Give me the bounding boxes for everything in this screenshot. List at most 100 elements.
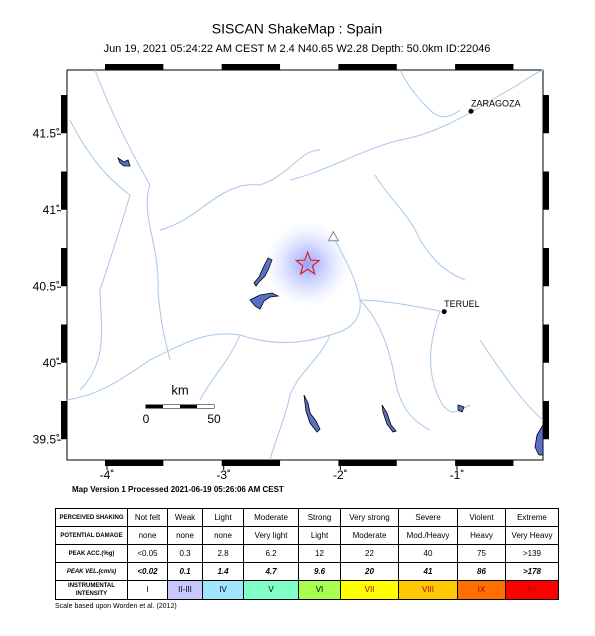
legend-cell: 20	[340, 562, 399, 581]
legend-cell: 75	[457, 544, 506, 563]
legend-cell: II-III	[167, 580, 203, 600]
legend-cell: Mod./Heavy	[398, 526, 458, 545]
scale-label: 50	[207, 412, 221, 426]
x-tick-label: -2˚	[333, 468, 348, 482]
frame-bars	[61, 64, 549, 466]
legend-cell: X+	[505, 580, 559, 600]
city-label: TERUEL	[444, 299, 480, 309]
river	[479, 339, 544, 421]
legend-row-header: POTENTIAL DAMAGE	[55, 526, 128, 545]
city	[468, 108, 474, 114]
legend-cell: 4.7	[243, 562, 299, 581]
legend-cell: none	[127, 526, 168, 545]
y-tick-label: 40.5˚	[33, 279, 60, 293]
station	[327, 230, 340, 242]
lake	[534, 423, 544, 456]
shaking-glow	[265, 222, 350, 307]
river	[399, 69, 461, 118]
lake	[303, 394, 321, 433]
map-version: Map Version 1 Processed 2021-06-19 05:26…	[72, 485, 284, 494]
river	[199, 334, 241, 401]
legend-cell: I	[127, 580, 168, 600]
legend-cell: 0.1	[167, 562, 203, 581]
legend-cell: >178	[505, 562, 559, 581]
legend-cell: VII	[340, 580, 399, 600]
y-tick-label: 41˚	[43, 203, 60, 217]
legend-cell: Strong	[298, 508, 341, 527]
map-area: ZARAGOZA TERUEL km 0 50	[61, 64, 549, 466]
frame-bar	[67, 64, 543, 466]
river	[374, 174, 466, 281]
legend-cell: Moderate	[340, 526, 399, 545]
river	[359, 299, 441, 312]
x-tick-label: -3˚	[216, 468, 231, 482]
legend-cell: 1.4	[202, 562, 244, 581]
legend-cell: <0.05	[127, 544, 168, 563]
river	[269, 334, 331, 461]
footnote: Scale based upon Worden et al. (2012)	[55, 603, 177, 610]
legend-cell: 2.8	[202, 544, 244, 563]
legend-cell: IV	[202, 580, 244, 600]
river	[359, 299, 431, 431]
legend-row: POTENTIAL DAMAGE none none none Very light Li…	[55, 526, 559, 545]
legend-cell: 6.2	[243, 544, 299, 563]
legend-row: PERCEIVED SHAKING Not felt Weak Light Modera…	[55, 508, 559, 527]
legend-cell: <0.02	[127, 562, 168, 581]
legend-row-header: PERCEIVED SHAKING	[55, 508, 128, 527]
legend-row: PEAK VEL.(cm/s) <0.02 0.1 1.4 4.7 9.6 20 41 86 >1…	[55, 562, 559, 581]
lake	[117, 156, 131, 167]
city-label: ZARAGOZA	[471, 99, 521, 109]
legend-cell: Weak	[167, 508, 203, 527]
legend-cell: Very light	[243, 526, 299, 545]
legend-cell: VI	[298, 580, 341, 600]
scale-bar-segment	[180, 405, 197, 408]
legend-cell: Violent	[457, 508, 506, 527]
legend-row: INSTRUMENTAL INTENSITY I II-III IV V VI VII VII…	[55, 580, 559, 600]
y-tick-label: 40˚	[43, 356, 60, 370]
x-tick-label: -4˚	[100, 468, 115, 482]
frame-bar	[61, 70, 549, 460]
x-tick-label: -1˚	[450, 468, 465, 482]
city	[441, 309, 447, 315]
scale-bar-segment	[163, 405, 180, 408]
legend-cell: 86	[457, 562, 506, 581]
legend-cell: VIII	[398, 580, 458, 600]
legend-cell: Light	[298, 526, 341, 545]
river	[66, 239, 361, 401]
legend-row-header: PEAK ACC.(%g)	[55, 544, 128, 563]
legend-cell: Very Heavy	[505, 526, 559, 545]
y-tick-label: 39.5˚	[33, 432, 60, 446]
scale-label: 0	[143, 412, 150, 426]
legend-cell: 22	[340, 544, 399, 563]
legend-cell: 41	[398, 562, 458, 581]
scale-bar-segment	[197, 405, 214, 408]
epicenter	[294, 250, 321, 276]
legend-row-header: PEAK VEL.(cm/s)	[55, 562, 128, 581]
lake	[381, 404, 397, 433]
legend-cell: none	[167, 526, 203, 545]
legend-row-header: INSTRUMENTAL INTENSITY	[55, 580, 128, 600]
legend-cell: Not felt	[127, 508, 168, 527]
scale-unit: km	[171, 382, 188, 397]
intensity-legend: PERCEIVED SHAKING Not felt Weak Light Modera…	[55, 508, 559, 600]
lake	[249, 292, 280, 310]
river	[69, 119, 131, 391]
subtitle: Jun 19, 2021 05:24:22 AM CEST M 2.4 N40.…	[104, 43, 491, 55]
legend-cell: Extreme	[505, 508, 559, 527]
y-tick-label: 41.5˚	[33, 126, 60, 140]
legend-row: PEAK ACC.(%g) <0.05 0.3 2.8 6.2 12 22 40 75 >139	[55, 544, 559, 563]
legend-cell: 9.6	[298, 562, 341, 581]
legend-cell: V	[243, 580, 299, 600]
legend-cell: Very strong	[340, 508, 399, 527]
legend-cell: Severe	[398, 508, 458, 527]
legend-cell: Heavy	[457, 526, 506, 545]
legend-cell: Moderate	[243, 508, 299, 527]
legend-cell: 40	[398, 544, 458, 563]
legend-cell: IX	[457, 580, 506, 600]
scale-bar-segment	[146, 405, 163, 408]
river	[94, 69, 171, 361]
legend-cell: >139	[505, 544, 559, 563]
legend-cell: 0.3	[167, 544, 203, 563]
